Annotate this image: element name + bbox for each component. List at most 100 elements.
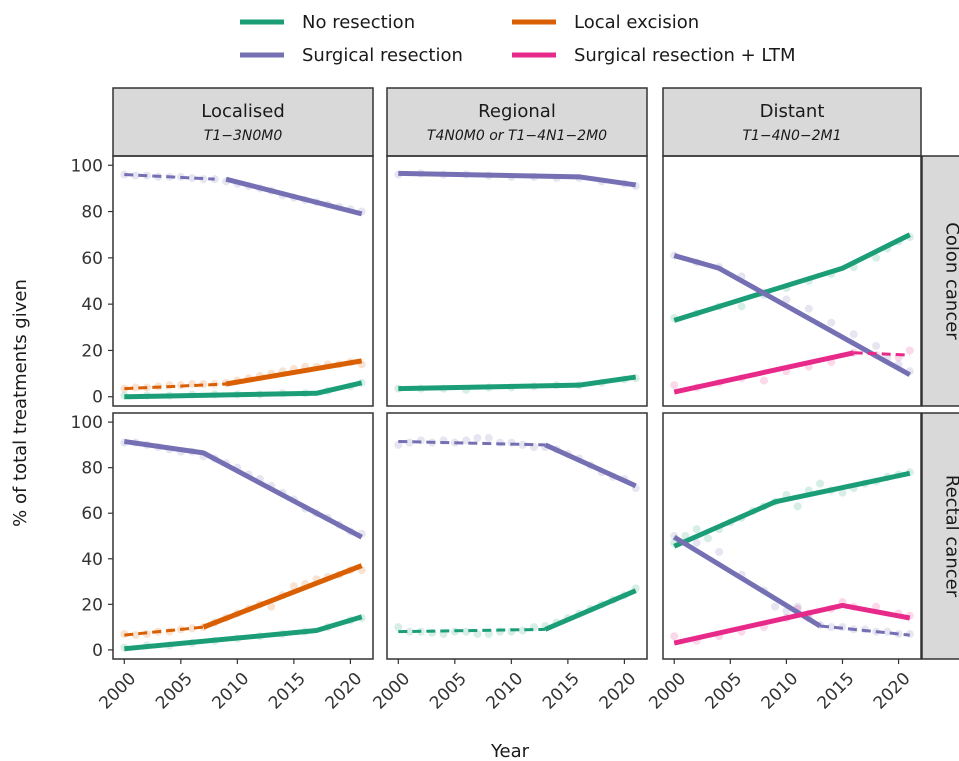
series-line	[123, 438, 363, 540]
data-point	[759, 376, 768, 385]
x-tick-label: 2015	[814, 669, 859, 714]
series-line	[225, 176, 363, 217]
data-point	[804, 304, 813, 313]
data-point	[188, 380, 197, 389]
series-line	[672, 535, 822, 629]
series-line	[544, 588, 637, 632]
facet-panel	[386, 412, 648, 660]
legend-label: No resection	[302, 12, 415, 33]
strip-subtitle: T1−3N0M0	[204, 128, 283, 144]
data-point	[827, 318, 836, 327]
data-point	[405, 438, 414, 447]
x-tick-label: 2005	[702, 669, 747, 714]
data-point	[872, 253, 881, 262]
column-strip: Localised T1−3N0M0	[112, 87, 374, 157]
series-line-dashed	[398, 439, 546, 447]
x-tick-label: 2010	[209, 669, 254, 714]
series-line	[673, 253, 912, 377]
x-tick-label: 2020	[322, 669, 367, 714]
data-point	[872, 602, 881, 611]
legend-item: Local excision	[512, 12, 699, 33]
y-tick-label: 40	[81, 550, 103, 570]
data-point	[289, 582, 298, 591]
y-tick-label: 100	[71, 156, 103, 176]
x-tick-label: 2000	[370, 669, 415, 714]
data-point	[905, 346, 914, 355]
y-tick-label: 80	[81, 459, 103, 479]
series-line	[124, 380, 363, 400]
series-line-dashed	[124, 382, 227, 391]
data-point	[883, 627, 892, 636]
y-tick-label: 100	[71, 413, 103, 433]
strip-subtitle: T1−4N0−2M1	[742, 128, 841, 144]
data-point	[692, 525, 701, 534]
x-tick-label: 2020	[870, 669, 915, 714]
panel-border	[662, 155, 922, 407]
data-point	[188, 624, 197, 633]
x-tick-label: 2000	[645, 669, 690, 714]
series-line	[673, 350, 855, 395]
y-tick-label: 60	[81, 504, 103, 524]
facet-panel	[112, 412, 374, 660]
x-tick-label: 2010	[483, 669, 528, 714]
strip-subtitle: T4N0M0 or T1−4N1−2M0	[427, 128, 607, 144]
data-point	[518, 440, 527, 449]
data-point	[838, 488, 847, 497]
series-line-dashed	[124, 173, 215, 181]
y-tick-label: 80	[81, 203, 103, 223]
y-tick-label: 20	[81, 341, 103, 361]
data-point	[131, 383, 140, 392]
x-tick-label: 2015	[265, 669, 310, 714]
data-point	[484, 434, 493, 443]
x-tick-label: 2005	[152, 669, 197, 714]
facet-panel	[662, 412, 922, 660]
data-point	[394, 623, 403, 632]
row-strip: Colon cancer	[921, 155, 959, 407]
x-tick-label: 2015	[539, 669, 584, 714]
strip-background	[386, 87, 648, 157]
y-tick-label: 0	[92, 388, 103, 408]
facet-strips: Localised T1−3N0M0 Regional T4N0M0 or T1−4N…	[112, 87, 959, 660]
series-line	[673, 602, 911, 646]
data-point	[715, 547, 724, 556]
series-line	[225, 358, 363, 387]
data-point	[737, 302, 746, 311]
column-strip: Regional T4N0M0 or T1−4N1−2M0	[386, 87, 648, 157]
y-axis-title: % of total treatments given	[10, 279, 31, 527]
x-axis-title: Year	[490, 741, 530, 761]
series-line	[398, 374, 637, 392]
x-tick-label: 2000	[96, 669, 141, 714]
strip-title: Distant	[760, 101, 825, 122]
legend-item: No resection	[240, 12, 415, 33]
data-point	[484, 629, 493, 638]
row-strip: Rectal cancer	[921, 412, 959, 660]
y-tick-label: 20	[81, 595, 103, 615]
strip-title: Regional	[478, 101, 556, 122]
data-point	[462, 627, 471, 636]
legend: No resection Local excision Surgical resec…	[240, 12, 796, 66]
data-point	[131, 171, 140, 180]
data-point	[131, 631, 140, 640]
data-point	[703, 534, 712, 543]
facet-panel	[386, 155, 648, 407]
facet-panel	[112, 155, 374, 407]
series-line	[673, 232, 911, 323]
panel-border	[386, 412, 648, 660]
legend-label: Surgical resection	[302, 45, 463, 66]
panel-border	[386, 155, 648, 407]
x-tick-label: 2010	[758, 669, 803, 714]
panel-border	[112, 412, 374, 660]
x-tick-label: 2005	[426, 669, 471, 714]
series-line	[124, 614, 363, 652]
series-line	[398, 170, 637, 188]
data-point	[849, 330, 858, 339]
legend-item: Surgical resection + LTM	[512, 45, 796, 66]
panel-border	[112, 155, 374, 407]
data-point	[670, 381, 679, 390]
strip-title: Rectal cancer	[942, 475, 959, 598]
strip-title: Colon cancer	[942, 222, 959, 340]
strip-title: Localised	[201, 101, 285, 122]
x-tick-label: 2020	[596, 669, 641, 714]
